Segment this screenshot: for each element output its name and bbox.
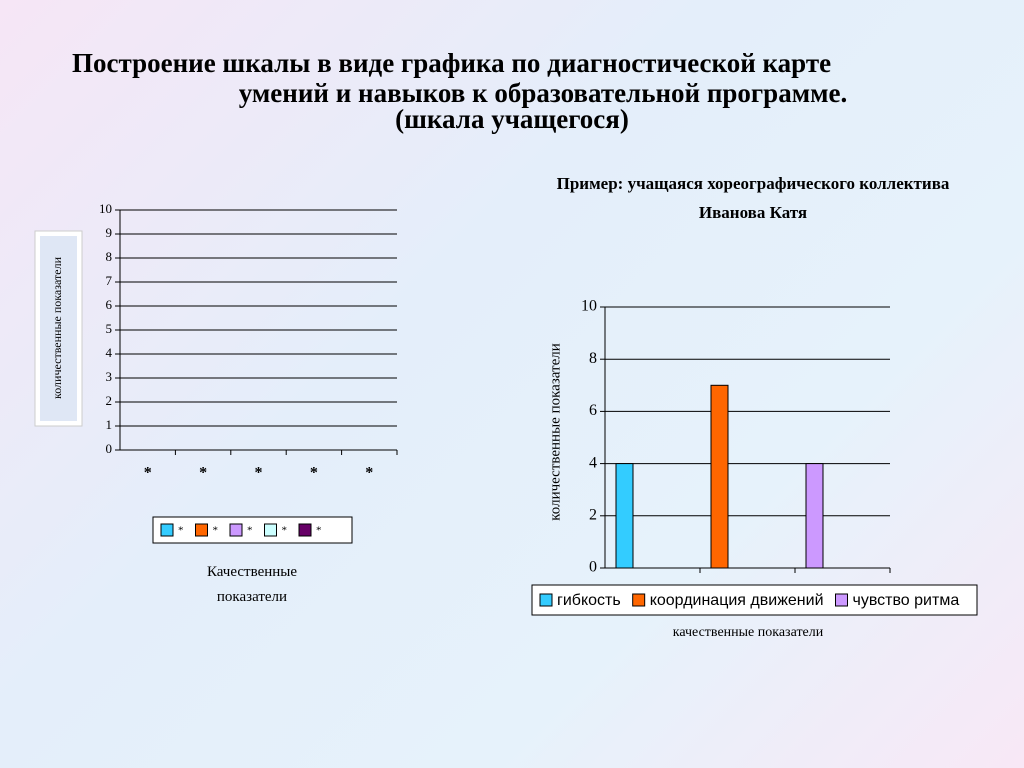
y-axis-label: количественные показатели (547, 343, 563, 521)
y-tick-label: 0 (589, 559, 597, 576)
x-tick-label: * (310, 465, 318, 482)
y-tick-label: 3 (106, 369, 113, 384)
chart-title: Пример: учащаяся хореографического колле… (557, 174, 950, 193)
legend-swatch (264, 523, 277, 537)
y-tick-label: 6 (589, 402, 597, 419)
slide-title: умений и навыков к образовательной прогр… (239, 78, 847, 108)
x-tick-label: * (199, 465, 207, 482)
slide-title: (шкала учащегося) (395, 104, 629, 134)
legend-label: * (213, 525, 219, 537)
y-tick-label: 9 (106, 225, 113, 240)
legend-swatch (632, 593, 646, 607)
y-tick-label: 8 (106, 249, 113, 264)
y-tick-label: 2 (106, 393, 113, 408)
y-tick-label: 1 (106, 417, 113, 432)
legend-swatch (195, 523, 208, 537)
y-tick-label: 10 (99, 201, 112, 216)
x-tick-label: * (365, 465, 373, 482)
bar (710, 384, 729, 569)
bar (615, 463, 634, 569)
legend-swatch (835, 593, 848, 607)
x-axis-label: Качественные показатели (207, 564, 297, 605)
y-tick-label: 5 (106, 321, 113, 336)
y-tick-label: 7 (106, 273, 113, 288)
legend-box (152, 516, 353, 544)
slide-title: Построение шкалы в виде графика по диагн… (72, 48, 831, 78)
legend-label: * (247, 525, 253, 537)
legend-label: координация движений (650, 592, 824, 609)
chart-subtitle: Иванова Катя (699, 203, 807, 222)
y-tick-label: 8 (589, 350, 597, 367)
y-tick-label: 4 (589, 454, 597, 471)
bar (805, 463, 824, 569)
y-tick-label: 4 (106, 345, 113, 360)
legend-label: * (178, 525, 184, 537)
legend-swatch (539, 593, 553, 607)
x-tick-label: * (144, 465, 152, 482)
legend-swatch (229, 523, 243, 537)
y-tick-label: 2 (589, 506, 597, 523)
ylabel-box-inner (40, 236, 77, 421)
y-tick-label: 10 (581, 298, 597, 315)
y-tick-label: 0 (106, 441, 113, 456)
y-axis-label: количественные показатели (50, 256, 64, 399)
legend-label: * (282, 525, 288, 537)
legend-label: чувство ритма (853, 592, 960, 609)
y-tick-label: 6 (106, 297, 113, 312)
legend-swatch (160, 523, 174, 537)
x-tick-label: * (255, 465, 263, 482)
legend-label: гибкость (557, 592, 621, 609)
x-axis-label: качественные показатели (673, 625, 824, 640)
legend-label: * (316, 525, 322, 537)
legend-swatch (298, 523, 312, 537)
legend-box (531, 584, 978, 616)
